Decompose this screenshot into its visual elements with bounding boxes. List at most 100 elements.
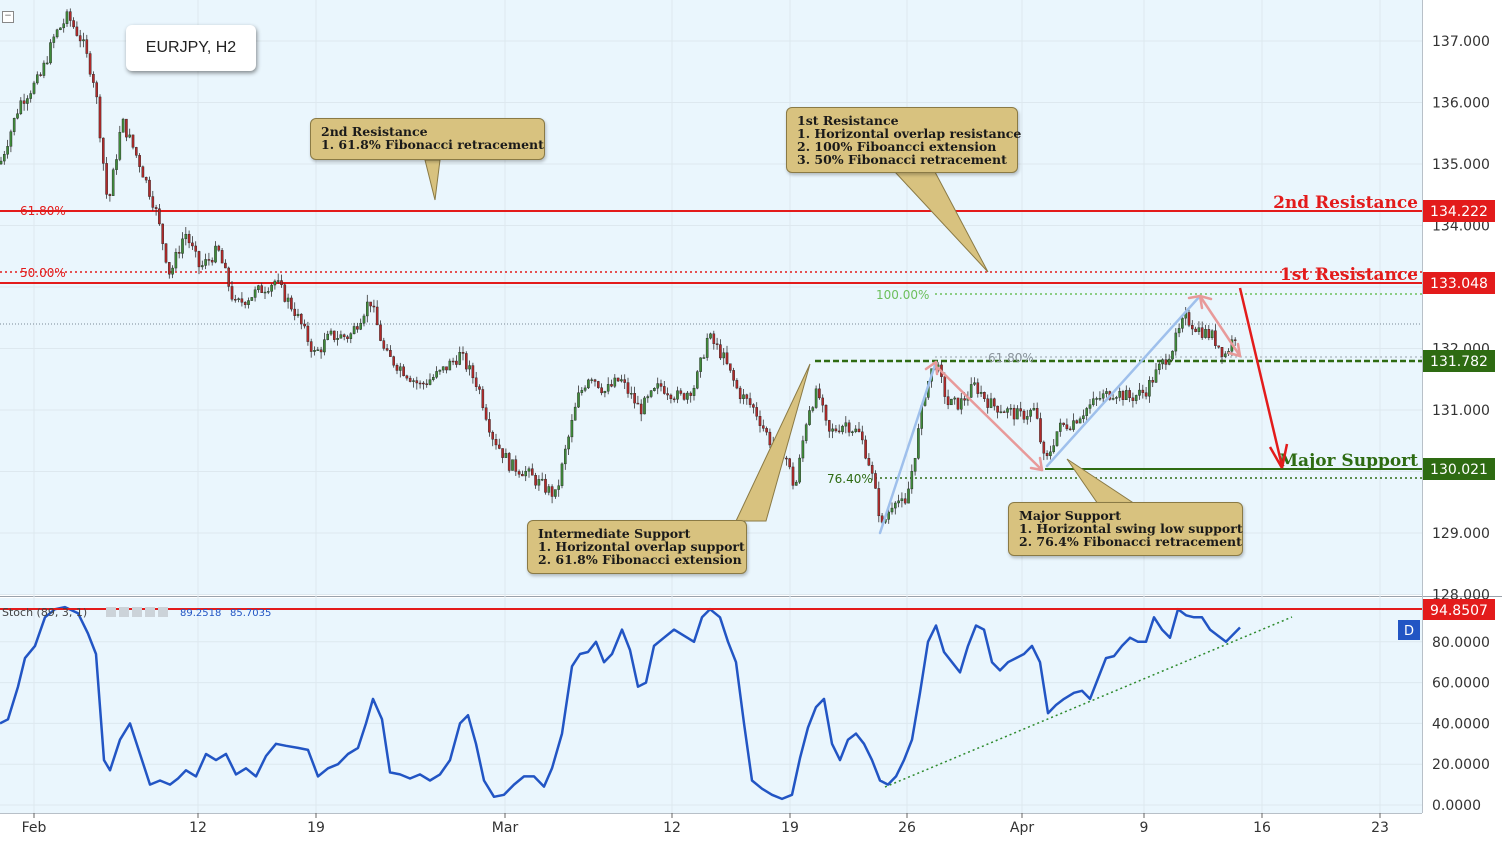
candle-body <box>105 163 108 195</box>
candle-body <box>174 252 178 269</box>
candle-body <box>712 333 716 344</box>
candle-body <box>969 384 973 398</box>
candle-body <box>828 420 831 432</box>
candle-body <box>1035 408 1039 419</box>
candle-body <box>478 386 481 390</box>
stoch-tick-label: 0.0000 <box>1432 798 1481 814</box>
candle-body <box>36 74 39 84</box>
candle-body <box>715 343 719 345</box>
candle-body <box>1131 397 1135 401</box>
candle-body <box>808 410 811 425</box>
candle-body <box>894 502 897 509</box>
stoch-legend-btn-4 <box>145 607 155 617</box>
second-resistance-text: 2nd Resistance <box>1273 193 1418 213</box>
stoch-legend[interactable]: Stoch (89, 3, 1) 89.2518 85.7035 <box>2 606 271 619</box>
candle-body <box>395 365 399 371</box>
callout-title: Intermediate Support <box>538 526 691 541</box>
candle-body <box>1134 395 1138 401</box>
candle-body <box>702 357 706 359</box>
candle-body <box>154 207 158 209</box>
candle-body <box>474 377 478 387</box>
candle-body <box>1091 398 1095 405</box>
candle-body <box>722 352 725 359</box>
candle-body <box>399 366 402 371</box>
candle-body <box>1164 359 1168 365</box>
candle-body <box>68 11 72 21</box>
candle-body <box>88 53 92 75</box>
candle-body <box>682 393 686 400</box>
candle-body <box>329 330 333 335</box>
candle-body <box>22 100 26 104</box>
stoch-value-k: 89.2518 <box>180 608 221 619</box>
candle-body <box>1101 393 1105 399</box>
fib-76-40-label: 76.40% <box>827 472 873 486</box>
candle-body <box>719 344 722 359</box>
candle-body <box>989 398 993 408</box>
candle-body <box>1148 380 1151 397</box>
candle-body <box>870 465 874 474</box>
price-tick-label: 129.000 <box>1432 526 1490 542</box>
candle-body <box>253 289 257 298</box>
candle-body <box>1025 416 1029 420</box>
candle-body <box>283 284 287 302</box>
candle-body <box>158 208 161 225</box>
candle-body <box>626 382 630 394</box>
candle-body <box>801 440 805 459</box>
candle-body <box>795 481 798 486</box>
candle-body <box>570 420 574 438</box>
candle-body <box>511 459 514 471</box>
candle-body <box>725 352 729 364</box>
candle-body <box>369 301 372 307</box>
candle-body <box>78 35 82 42</box>
candle-body <box>1115 397 1118 399</box>
candle-body <box>699 357 702 372</box>
candle-body <box>689 392 692 396</box>
candle-body <box>1128 390 1131 399</box>
retrace-head <box>924 294 1242 472</box>
candle-body <box>676 390 679 400</box>
candle-body <box>181 238 184 254</box>
candle-body <box>669 394 673 400</box>
candle-body <box>257 285 260 291</box>
candle-body <box>200 265 204 268</box>
candle-body <box>461 352 465 354</box>
candlestick-series[interactable] <box>0 8 1237 529</box>
candle-body <box>851 431 854 433</box>
candle-body <box>762 425 765 429</box>
candle-body <box>907 488 910 504</box>
candle-body <box>755 407 758 417</box>
candle-body <box>534 475 537 486</box>
candle-body <box>1194 328 1197 332</box>
candle-body <box>230 286 234 300</box>
stoch-d-badge[interactable]: D <box>1398 620 1420 640</box>
candle-body <box>319 349 323 353</box>
stoch-k-line[interactable] <box>0 605 1241 801</box>
candle-body <box>1098 398 1102 400</box>
candle-body <box>481 389 485 408</box>
candle-body <box>686 392 689 400</box>
candle-body <box>1144 392 1148 397</box>
candle-body <box>65 11 69 24</box>
candle-body <box>210 259 214 263</box>
candle-body <box>451 360 455 363</box>
candle-body <box>1233 339 1237 341</box>
candle-body <box>1052 445 1055 453</box>
candle-body <box>491 431 495 440</box>
candle-body <box>441 366 445 371</box>
symbol-label: EURJPY, H2 <box>126 25 256 71</box>
candle-body <box>1124 390 1128 401</box>
candle-body <box>811 407 815 411</box>
candle-body <box>290 297 293 310</box>
candle-body <box>217 245 221 251</box>
pattern-arrows <box>878 294 1242 535</box>
candle-body <box>854 428 857 432</box>
pane-collapse-icon[interactable]: − <box>2 11 14 23</box>
candle-body <box>1058 422 1062 432</box>
candle-body <box>167 262 171 275</box>
candle-body <box>204 259 207 266</box>
candle-body <box>666 393 669 396</box>
candle-body <box>362 315 366 324</box>
candle-body <box>346 336 349 339</box>
